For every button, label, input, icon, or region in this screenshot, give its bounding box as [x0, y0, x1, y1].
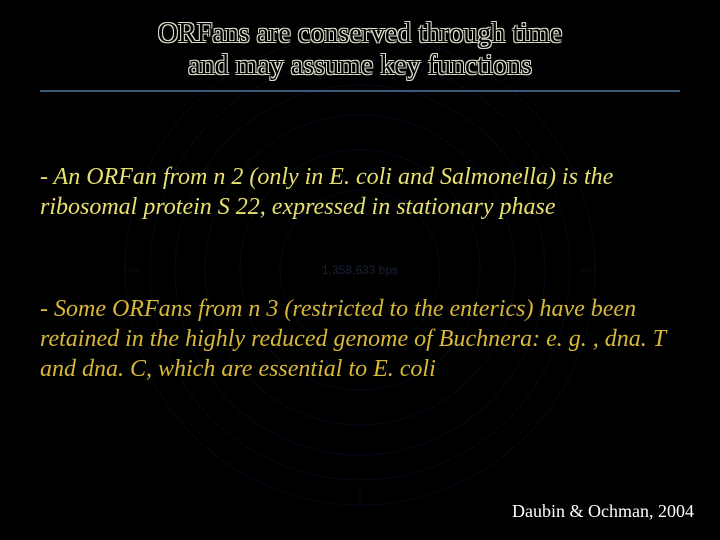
title-rule	[40, 90, 680, 92]
title-line-1: ORFans are conserved through time	[158, 18, 562, 49]
paragraph-2: - Some ORFans from n 3 (restricted to th…	[40, 294, 680, 384]
slide: ORFans are conserved through time and ma…	[0, 0, 720, 540]
citation: Daubin & Ochman, 2004	[512, 501, 694, 522]
slide-title: ORFans are conserved through time and ma…	[40, 18, 680, 82]
title-block: ORFans are conserved through time and ma…	[40, 18, 680, 82]
title-line-2: and may assume key functions	[188, 50, 532, 81]
paragraph-1: - An ORFan from n 2 (only in E. coli and…	[40, 162, 680, 222]
